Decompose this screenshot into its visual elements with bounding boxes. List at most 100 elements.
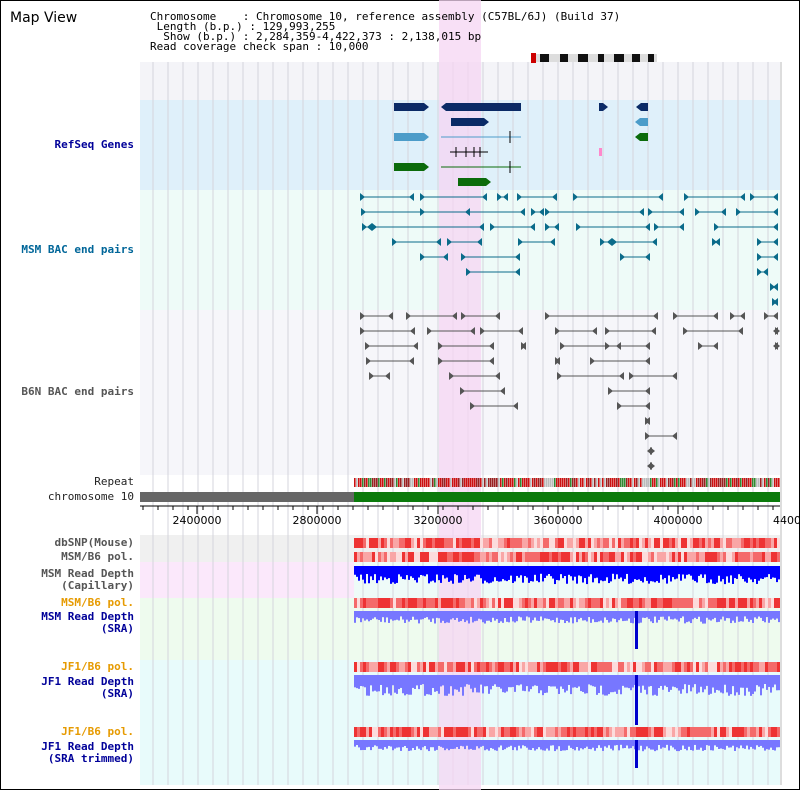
jf1-pol-cell (492, 727, 495, 737)
dbsnp-density-cell (768, 538, 771, 548)
jf1-sra-depth-bar (672, 675, 674, 687)
dbsnp-density-cell (480, 538, 483, 548)
repeat-block (520, 478, 522, 487)
repeat-block (622, 478, 624, 487)
msm-pol-cell (447, 552, 450, 562)
track-label-jf1-depth-sra-trimmed[interactable]: JF1 Read Depth (SRA trimmed) (41, 740, 134, 765)
jf1-trim-depth-bar (514, 740, 516, 748)
msm-capillary-depth-bar (602, 566, 604, 582)
jf1-sra-depth-bar (398, 675, 400, 690)
dbsnp-density-cell (624, 538, 627, 548)
msm-sra-depth-bar (400, 611, 402, 617)
bac-end-marker (607, 238, 612, 246)
msm-pol-cell (507, 598, 510, 608)
msm-capillary-depth-bar (738, 566, 740, 575)
jf1-trim-depth-bar (768, 740, 770, 750)
msm-pol-cell (411, 598, 414, 608)
gene-feature (599, 148, 602, 156)
jf1-sra-depth-bar (534, 675, 536, 686)
jf1-trim-depth-bar (436, 740, 438, 750)
jf1-pol-cell (702, 727, 705, 737)
bac-end-marker (557, 372, 562, 380)
jf1-sra-depth-bar (452, 675, 454, 696)
jf1-pol-cell (384, 727, 387, 737)
msm-capillary-depth-bar (546, 566, 548, 576)
msm-pol-cell (624, 598, 627, 608)
repeat-block (592, 478, 594, 487)
msm-capillary-depth-bar (774, 566, 776, 578)
jf1-pol-cell (477, 727, 480, 737)
jf1-pol-cell (456, 727, 459, 737)
jf1-trim-depth-bar (542, 740, 544, 751)
msm-sra-depth-bar (762, 611, 764, 621)
jf1-pol-cell (549, 662, 552, 672)
repeat-block (372, 478, 374, 487)
msm-capillary-depth-bar (524, 566, 526, 577)
jf1-trim-depth-bar (726, 740, 728, 746)
track-label-refseq[interactable]: RefSeq Genes (54, 138, 134, 151)
jf1-trim-depth-bar (574, 740, 576, 751)
msm-sra-depth-bar (746, 611, 748, 619)
jf1-trim-depth-bar (446, 740, 448, 749)
track-label-msm-pol-1[interactable]: MSM/B6 pol. (61, 550, 134, 563)
jf1-trim-depth-bar (752, 740, 754, 749)
track-label-msm-pol-2[interactable]: MSM/B6 pol. (61, 596, 134, 609)
jf1-pol-cell (513, 662, 516, 672)
msm-sra-depth-bar (628, 611, 630, 619)
msm-capillary-depth-bar (492, 566, 494, 582)
msm-sra-depth-bar (414, 611, 416, 620)
jf1-trim-depth-bar (516, 740, 518, 751)
msm-sra-depth-bar (620, 611, 622, 619)
msm-pol-cell (444, 598, 447, 608)
msm-pol-cell (615, 552, 618, 562)
jf1-trim-depth-bar (728, 740, 730, 748)
msm-sra-depth-bar (672, 611, 674, 620)
msm-pol-cell (654, 598, 657, 608)
repeat-block (650, 478, 652, 487)
jf1-pol-cell (645, 662, 648, 672)
bac-end-marker (645, 402, 650, 410)
msm-pol-cell (432, 552, 435, 562)
jf1-sra-depth-bar (468, 675, 470, 685)
jf1-trim-depth-bar (750, 740, 752, 747)
bac-end-marker (555, 327, 560, 335)
track-label-msm-depth-sra[interactable]: MSM Read Depth (SRA) (41, 610, 134, 635)
dbsnp-density-cell (390, 538, 393, 548)
jf1-sra-depth-bar (450, 675, 452, 687)
dbsnp-density-cell (519, 538, 522, 548)
jf1-sra-depth-bar (432, 675, 434, 688)
bac-end-marker (495, 372, 500, 380)
track-label-jf1-pol-2[interactable]: JF1/B6 pol. (61, 725, 134, 738)
msm-sra-depth-bar (656, 611, 658, 623)
track-label-msm-bac[interactable]: MSM BAC end pairs (21, 243, 134, 256)
track-label-jf1-pol-1[interactable]: JF1/B6 pol. (61, 660, 134, 673)
bac-end-marker (480, 327, 485, 335)
jf1-pol-cell (495, 662, 498, 672)
repeat-block (402, 478, 404, 487)
jf1-trim-depth-bar (572, 740, 574, 750)
msm-capillary-depth-bar (764, 566, 766, 578)
repeat-block (730, 478, 732, 487)
jf1-sra-depth-bar (746, 675, 748, 688)
msm-sra-depth-bar (630, 611, 632, 623)
dbsnp-density-cell (615, 538, 618, 548)
msm-sra-depth-bar (418, 611, 420, 624)
msm-sra-depth-bar (370, 611, 372, 621)
jf1-pol-cell (417, 727, 420, 737)
track-label-dbsnp[interactable]: dbSNP(Mouse) (54, 536, 134, 549)
msm-capillary-depth-bar (354, 566, 356, 575)
jf1-trim-depth-bar (482, 740, 484, 746)
repeat-block (356, 478, 358, 487)
coverage-span-info: Read coverage check span : 10,000 (150, 40, 369, 53)
track-label-msm-depth-capillary[interactable]: MSM Read Depth (Capillary) (41, 567, 134, 592)
msm-pol-cell (693, 552, 696, 562)
track-label-jf1-depth-sra[interactable]: JF1 Read Depth (SRA) (41, 675, 134, 700)
axis-tick-label: 2400000 (172, 514, 222, 527)
jf1-trim-depth-bar (412, 740, 414, 748)
track-label-b6n-bac[interactable]: B6N BAC end pairs (21, 385, 134, 398)
jf1-trim-depth-bar (524, 740, 526, 747)
repeat-block (544, 478, 546, 487)
jf1-sra-depth-bar (678, 675, 680, 691)
repeat-block (412, 478, 414, 487)
